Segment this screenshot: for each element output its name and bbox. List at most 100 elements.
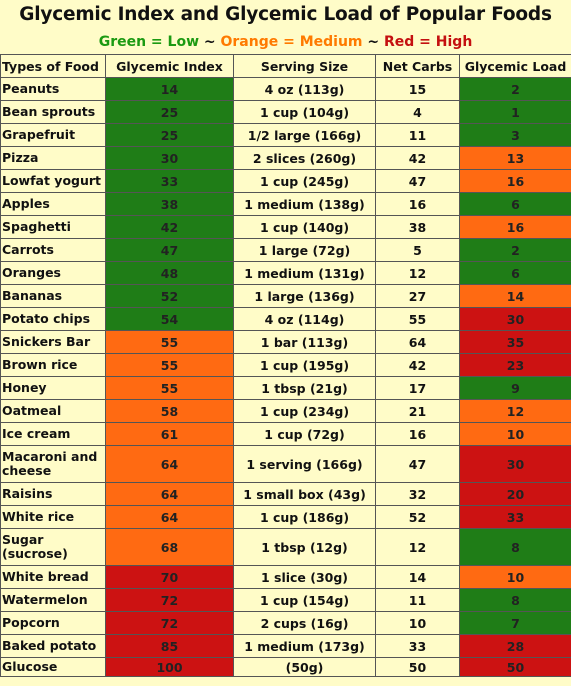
glycemic-load-cell: 1 xyxy=(459,100,571,124)
glycemic-load-cell: 3 xyxy=(459,123,571,147)
glycemic-index-cell: 100 xyxy=(105,657,234,677)
serving-size-cell: 1 small box (43g) xyxy=(233,482,376,506)
glycemic-load-cell: 35 xyxy=(459,330,571,354)
table-row: Lowfat yogurt 33 1 cup (245g) 47 16 xyxy=(0,169,571,193)
food-cell: Macaroni and cheese xyxy=(0,445,106,483)
net-carbs-cell: 4 xyxy=(375,100,460,124)
serving-size-cell: 1 large (72g) xyxy=(233,238,376,262)
glycemic-index-cell: 47 xyxy=(105,238,234,262)
glycemic-load-cell: 16 xyxy=(459,169,571,193)
glycemic-index-cell: 38 xyxy=(105,192,234,216)
net-carbs-cell: 5 xyxy=(375,238,460,262)
table-row: Brown rice 55 1 cup (195g) 42 23 xyxy=(0,353,571,377)
food-cell: Brown rice xyxy=(0,353,106,377)
food-cell: Baked potato xyxy=(0,634,106,658)
serving-size-cell: 1 cup (195g) xyxy=(233,353,376,377)
table-row: Raisins 64 1 small box (43g) 32 20 xyxy=(0,482,571,506)
legend-low: Green = Low xyxy=(98,34,200,50)
net-carbs-cell: 11 xyxy=(375,123,460,147)
food-cell: White rice xyxy=(0,505,106,529)
serving-size-cell: 1 cup (245g) xyxy=(233,169,376,193)
glycemic-load-cell: 6 xyxy=(459,192,571,216)
color-legend: Green = Low ~ Orange = Medium ~ Red = Hi… xyxy=(0,30,571,54)
glycemic-index-cell: 61 xyxy=(105,422,234,446)
food-cell: Sugar (sucrose) xyxy=(0,528,106,566)
table-row: Snickers Bar 55 1 bar (113g) 64 35 xyxy=(0,330,571,354)
net-carbs-cell: 21 xyxy=(375,399,460,423)
net-carbs-cell: 11 xyxy=(375,588,460,612)
net-carbs-cell: 16 xyxy=(375,422,460,446)
table-row: White rice 64 1 cup (186g) 52 33 xyxy=(0,505,571,529)
glycemic-index-cell: 58 xyxy=(105,399,234,423)
column-header-glycemic-index: Glycemic Index xyxy=(105,54,234,78)
serving-size-cell: 1 cup (234g) xyxy=(233,399,376,423)
serving-size-cell: 1 cup (186g) xyxy=(233,505,376,529)
food-cell: Oranges xyxy=(0,261,106,285)
glycemic-load-cell: 10 xyxy=(459,422,571,446)
glycemic-index-cell: 25 xyxy=(105,123,234,147)
net-carbs-cell: 16 xyxy=(375,192,460,216)
net-carbs-cell: 52 xyxy=(375,505,460,529)
glycemic-index-cell: 52 xyxy=(105,284,234,308)
glycemic-index-cell: 55 xyxy=(105,330,234,354)
table-row: Bananas 52 1 large (136g) 27 14 xyxy=(0,284,571,308)
food-cell: Raisins xyxy=(0,482,106,506)
table-row: Sugar (sucrose) 68 1 tbsp (12g) 12 8 xyxy=(0,528,571,566)
glycemic-index-cell: 64 xyxy=(105,482,234,506)
food-cell: Bean sprouts xyxy=(0,100,106,124)
net-carbs-cell: 17 xyxy=(375,376,460,400)
glycemic-load-cell: 20 xyxy=(459,482,571,506)
serving-size-cell: 2 cups (16g) xyxy=(233,611,376,635)
food-cell: Bananas xyxy=(0,284,106,308)
glycemic-index-cell: 42 xyxy=(105,215,234,239)
table-row: Watermelon 72 1 cup (154g) 11 8 xyxy=(0,588,571,612)
glycemic-load-cell: 2 xyxy=(459,238,571,262)
page-title: Glycemic Index and Glycemic Load of Popu… xyxy=(19,4,552,25)
table-row: Macaroni and cheese 64 1 serving (166g) 47 3… xyxy=(0,445,571,483)
glycemic-load-cell: 30 xyxy=(459,445,571,483)
glycemic-load-cell: 28 xyxy=(459,634,571,658)
column-header-glycemic-load: Glycemic Load xyxy=(459,54,571,78)
food-cell: Honey xyxy=(0,376,106,400)
food-cell: Snickers Bar xyxy=(0,330,106,354)
net-carbs-cell: 47 xyxy=(375,169,460,193)
food-table: Types of Food Glycemic Index Serving Siz… xyxy=(0,54,571,677)
glycemic-load-cell: 12 xyxy=(459,399,571,423)
net-carbs-cell: 42 xyxy=(375,353,460,377)
food-cell: Watermelon xyxy=(0,588,106,612)
serving-size-cell: 1 cup (104g) xyxy=(233,100,376,124)
legend-separator: ~ xyxy=(199,34,221,50)
table-row: Apples 38 1 medium (138g) 16 6 xyxy=(0,192,571,216)
table-row: Oatmeal 58 1 cup (234g) 21 12 xyxy=(0,399,571,423)
table-row: Grapefruit 25 1/2 large (166g) 11 3 xyxy=(0,123,571,147)
glycemic-index-cell: 72 xyxy=(105,588,234,612)
net-carbs-cell: 38 xyxy=(375,215,460,239)
legend-high: Red = High xyxy=(384,34,473,50)
net-carbs-cell: 33 xyxy=(375,634,460,658)
glycemic-load-cell: 14 xyxy=(459,284,571,308)
serving-size-cell: 1 cup (154g) xyxy=(233,588,376,612)
serving-size-cell: 1 slice (30g) xyxy=(233,565,376,589)
column-header-food: Types of Food xyxy=(0,54,106,78)
table-row: Oranges 48 1 medium (131g) 12 6 xyxy=(0,261,571,285)
table-row: Ice cream 61 1 cup (72g) 16 10 xyxy=(0,422,571,446)
glycemic-load-cell: 33 xyxy=(459,505,571,529)
glycemic-load-cell: 6 xyxy=(459,261,571,285)
glycemic-index-cell: 14 xyxy=(105,77,234,101)
serving-size-cell: 1 large (136g) xyxy=(233,284,376,308)
legend-medium: Orange = Medium xyxy=(220,34,363,50)
net-carbs-cell: 47 xyxy=(375,445,460,483)
serving-size-cell: 4 oz (113g) xyxy=(233,77,376,101)
glycemic-index-cell: 33 xyxy=(105,169,234,193)
glycemic-index-cell: 48 xyxy=(105,261,234,285)
food-cell: Glucose xyxy=(0,657,106,677)
glycemic-load-cell: 10 xyxy=(459,565,571,589)
food-cell: Pizza xyxy=(0,146,106,170)
glycemic-load-cell: 50 xyxy=(459,657,571,677)
net-carbs-cell: 12 xyxy=(375,528,460,566)
food-cell: Spaghetti xyxy=(0,215,106,239)
table-row: Popcorn 72 2 cups (16g) 10 7 xyxy=(0,611,571,635)
net-carbs-cell: 50 xyxy=(375,657,460,677)
food-cell: Lowfat yogurt xyxy=(0,169,106,193)
